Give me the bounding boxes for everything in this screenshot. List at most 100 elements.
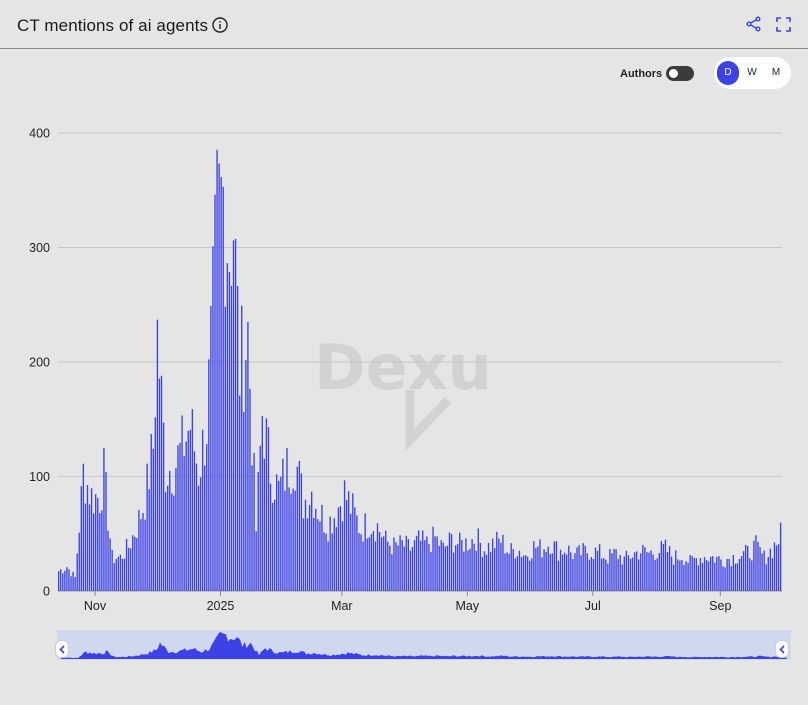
bar <box>411 546 414 591</box>
bar <box>350 513 352 591</box>
bar <box>306 518 309 591</box>
bar <box>193 451 196 591</box>
bar <box>397 545 399 591</box>
bar <box>70 576 72 591</box>
y-tick-label: 300 <box>29 241 50 255</box>
bar <box>514 558 516 591</box>
bar <box>574 553 576 591</box>
bar <box>452 552 455 591</box>
bar <box>475 550 477 591</box>
bar <box>707 561 710 591</box>
bar <box>239 395 241 591</box>
bar <box>284 490 286 591</box>
bar <box>747 545 749 591</box>
bar <box>710 556 712 591</box>
bar <box>72 571 74 591</box>
bar <box>675 550 677 591</box>
bar <box>621 564 623 591</box>
bar <box>74 577 76 591</box>
period-day-button[interactable]: D <box>717 61 739 85</box>
bar <box>115 559 117 591</box>
bar <box>767 556 769 591</box>
bar <box>103 447 105 591</box>
bar <box>245 360 247 591</box>
bar <box>271 502 274 591</box>
bar <box>635 551 638 591</box>
authors-toggle[interactable] <box>666 66 694 81</box>
x-axis-ticks: Nov 2025 Mar May Jul Sep <box>84 591 731 613</box>
bar <box>234 238 237 592</box>
bar <box>280 476 282 591</box>
bar <box>380 537 383 591</box>
bar <box>405 535 407 591</box>
share-icon[interactable] <box>746 16 762 32</box>
bar <box>537 546 539 591</box>
bar <box>294 490 296 591</box>
bar <box>286 448 288 591</box>
period-week-button[interactable]: W <box>747 67 757 78</box>
bar <box>751 560 753 591</box>
bar <box>666 552 669 591</box>
bar <box>86 485 89 591</box>
bar <box>290 493 292 591</box>
bar <box>195 463 198 591</box>
bar <box>171 493 173 591</box>
bar <box>366 538 368 591</box>
bar <box>644 547 646 591</box>
bar <box>640 553 642 591</box>
bar <box>607 563 609 591</box>
bar <box>633 552 636 591</box>
bar <box>113 563 115 591</box>
bar <box>267 427 270 591</box>
bar <box>683 564 685 591</box>
bar <box>609 549 611 591</box>
bar <box>387 541 389 591</box>
watermark-logo: Dexu <box>314 331 492 452</box>
bar <box>432 526 434 591</box>
bar <box>185 441 187 591</box>
y-axis-ticks: 0 100 200 300 400 <box>29 127 50 599</box>
bar <box>761 553 763 591</box>
bar <box>162 422 165 591</box>
bar <box>440 540 442 591</box>
bar <box>368 537 370 591</box>
bar <box>450 534 453 591</box>
bar <box>726 559 728 591</box>
bar <box>526 556 529 591</box>
bar <box>586 553 588 591</box>
authors-toggle-knob <box>669 69 678 78</box>
bar <box>156 319 159 591</box>
bar <box>140 519 142 591</box>
bar <box>273 499 276 591</box>
bar <box>199 477 202 591</box>
bar <box>415 535 418 591</box>
x-tick-label: May <box>455 599 479 613</box>
bar <box>638 559 640 591</box>
period-month-button[interactable]: M <box>771 67 781 78</box>
range-navigator[interactable] <box>55 630 791 660</box>
bar <box>524 555 527 591</box>
bar <box>354 507 356 591</box>
bar <box>779 522 782 591</box>
bar <box>399 535 401 591</box>
bar <box>701 563 704 591</box>
bar <box>755 535 757 591</box>
bar <box>129 548 132 591</box>
y-tick-label: 100 <box>29 470 50 484</box>
bar <box>775 545 778 591</box>
bar <box>578 545 580 591</box>
bar <box>629 558 632 591</box>
bar <box>535 548 537 591</box>
bar <box>304 499 307 591</box>
bar <box>572 558 574 591</box>
navigator-left-handle[interactable] <box>55 640 69 658</box>
bar <box>292 488 294 591</box>
navigator-overview <box>57 630 791 660</box>
bar <box>516 556 519 591</box>
bar <box>740 556 743 591</box>
info-icon[interactable] <box>212 17 228 33</box>
navigator-right-handle[interactable] <box>775 640 789 658</box>
fullscreen-icon[interactable] <box>776 17 791 32</box>
bar <box>352 493 354 591</box>
bar <box>594 547 597 591</box>
